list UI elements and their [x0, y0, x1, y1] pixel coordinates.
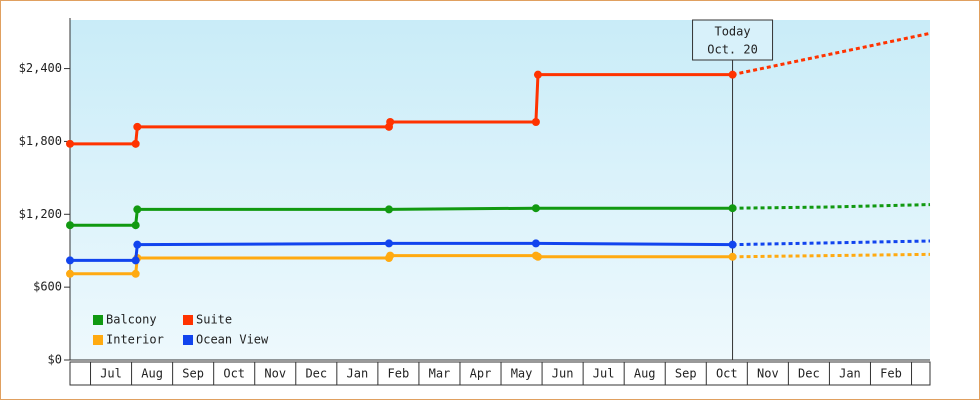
x-tick-label: Oct	[223, 367, 245, 381]
data-point	[386, 118, 395, 126]
data-point	[131, 221, 140, 230]
data-point	[531, 239, 540, 248]
y-tick-label: $1,200	[19, 207, 62, 221]
data-point	[531, 118, 540, 126]
data-point	[133, 240, 142, 249]
data-point	[533, 252, 542, 261]
x-tick-label: Sep	[675, 367, 697, 381]
x-tick-label: Aug	[634, 367, 656, 381]
data-point	[66, 139, 74, 148]
data-point	[533, 70, 542, 79]
data-point	[384, 205, 393, 214]
x-tick-label: Jan	[839, 367, 861, 381]
today-box	[692, 19, 774, 61]
plot-layer: $0 $600 $1,200 $1,800 $2,400 Jul Aug Sep Oct Nov D…	[19, 18, 931, 386]
data-point	[131, 256, 140, 265]
forecast-line	[732, 239, 931, 247]
x-tick-label: Nov	[264, 367, 286, 381]
forecast-line	[732, 31, 931, 77]
x-tick-label: Sep	[182, 367, 204, 381]
x-tick-label: Dec	[798, 367, 820, 381]
data-point	[728, 70, 737, 79]
x-tick-label: Jan	[347, 367, 369, 381]
legend-label: Balcony	[106, 313, 157, 327]
x-tick-label: Dec	[305, 367, 327, 381]
data-point	[728, 240, 737, 249]
y-tick-label: $0	[48, 353, 62, 367]
legend-swatch	[183, 315, 193, 325]
x-tick-label: Oct	[716, 367, 738, 381]
x-tick-label: Jul	[593, 367, 615, 381]
today-label: Today	[714, 25, 750, 39]
y-tick-label: $1,800	[19, 134, 62, 148]
x-tick-label: Jun	[552, 367, 574, 381]
y-tick-label: $600	[33, 280, 62, 294]
data-point	[384, 239, 393, 248]
legend-label: Ocean View	[196, 333, 269, 347]
series-line	[70, 241, 733, 262]
legend-label: Suite	[196, 313, 232, 327]
series-line	[70, 206, 733, 227]
y-tick-label: $2,400	[19, 61, 62, 75]
data-point	[66, 269, 74, 278]
x-tick-label: Mar	[429, 367, 451, 381]
legend-swatch	[183, 335, 193, 345]
x-tick-label: Jul	[100, 367, 122, 381]
data-point	[66, 221, 74, 230]
x-tick-label: Apr	[470, 367, 492, 381]
x-tick-label: Feb	[880, 367, 902, 381]
today-date: Oct. 20	[707, 43, 758, 57]
forecast-line	[732, 252, 931, 259]
data-point	[386, 251, 395, 260]
legend-swatch	[93, 315, 103, 325]
data-point	[728, 204, 737, 213]
data-point	[133, 205, 142, 214]
x-axis-band	[69, 361, 931, 386]
data-point	[133, 122, 142, 131]
x-tick-label: Aug	[141, 367, 163, 381]
x-tick-label: Nov	[757, 367, 779, 381]
legend-swatch	[93, 335, 103, 345]
data-point	[131, 139, 140, 148]
data-point	[131, 269, 140, 278]
x-tick-label: May	[511, 367, 533, 381]
x-tick-label: Feb	[388, 367, 410, 381]
data-point	[66, 256, 74, 265]
legend-label: Interior	[106, 333, 164, 347]
plot-area	[70, 20, 930, 360]
forecast-line	[732, 203, 931, 210]
data-point	[531, 204, 540, 213]
data-point	[728, 252, 737, 261]
